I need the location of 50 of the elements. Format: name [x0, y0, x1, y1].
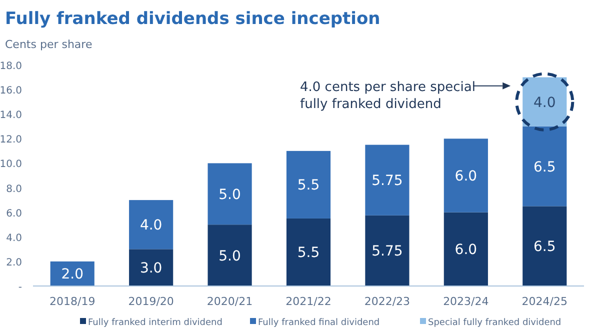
- chart-title: Fully franked dividends since inception: [5, 9, 380, 29]
- bar: [286, 150, 331, 218]
- x-tick-label: 2019/20: [128, 295, 174, 308]
- data-label: 6.5: [534, 159, 556, 176]
- bar: [208, 163, 252, 225]
- data-label: 6.0: [454, 168, 478, 184]
- legend-label: Fully franked interim dividend: [88, 318, 222, 328]
- bar: [444, 212, 488, 286]
- y-tick-label: 16.0: [0, 86, 22, 97]
- y-tick-label: 4.0: [6, 232, 22, 244]
- data-label: 3.0: [140, 260, 162, 277]
- bar: [444, 138, 488, 212]
- y-tick-label: 12.0: [0, 134, 22, 146]
- data-label: 5.0: [218, 186, 241, 203]
- data-label: 6.0: [454, 242, 478, 258]
- data-label: 5.5: [297, 178, 320, 194]
- y-axis-title: Cents per share: [5, 38, 92, 51]
- bar: [50, 261, 94, 286]
- data-label: 5.75: [372, 244, 403, 260]
- bar: [365, 215, 410, 286]
- legend-label: Fully franked final dividend: [258, 318, 380, 328]
- x-tick-label: 2023/24: [443, 295, 489, 308]
- data-label: 4.0: [140, 218, 162, 234]
- data-label: 5.0: [218, 248, 241, 264]
- data-label: 5.5: [297, 245, 320, 262]
- bar: [129, 249, 174, 286]
- y-tick-label: 18.0: [0, 61, 22, 72]
- x-tick-label: 2024/25: [522, 295, 568, 308]
- y-tick-label: 6.0: [6, 208, 22, 220]
- legend-label: Special fully franked dividend: [428, 318, 562, 328]
- bar: [129, 200, 174, 250]
- y-tick-label: 14.0: [0, 110, 22, 122]
- bar: [522, 206, 567, 286]
- annotation: 4.0 cents per share special fully franked dividend: [300, 80, 476, 112]
- x-tick-label: 2018/19: [50, 295, 96, 308]
- y-tick-label: 2.0: [6, 257, 22, 268]
- x-tick-label: 2021/22: [286, 295, 332, 308]
- bar: [208, 224, 252, 286]
- data-label: 4.0: [534, 94, 556, 111]
- y-tick-label: 10.0: [0, 159, 22, 170]
- x-tick-label: 2022/23: [364, 295, 410, 308]
- bar: [286, 218, 331, 286]
- data-label: 5.75: [372, 173, 403, 190]
- data-label: 2.0: [61, 266, 84, 283]
- x-tick-label: 2020/21: [206, 295, 253, 308]
- data-label: 6.5: [534, 239, 556, 256]
- bar: [365, 144, 410, 216]
- y-tick-label: 8.0: [6, 184, 22, 195]
- y-tick-label: -: [18, 282, 22, 293]
- bar: [522, 126, 567, 206]
